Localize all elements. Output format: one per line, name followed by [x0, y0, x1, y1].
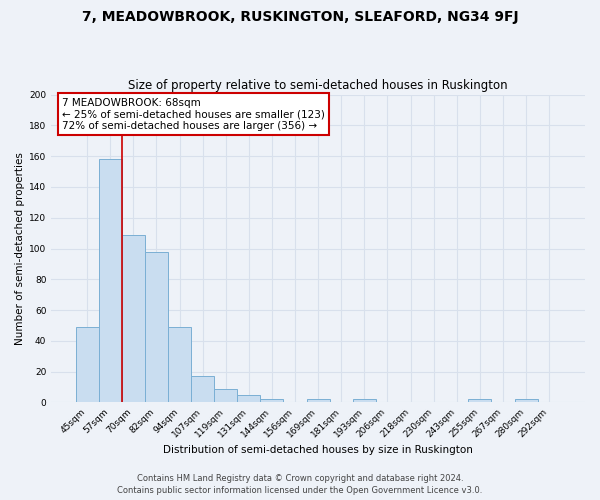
Text: Contains HM Land Registry data © Crown copyright and database right 2024.
Contai: Contains HM Land Registry data © Crown c… — [118, 474, 482, 495]
Bar — [76, 327, 98, 402]
Text: 7, MEADOWBROOK, RUSKINGTON, SLEAFORD, NG34 9FJ: 7, MEADOWBROOK, RUSKINGTON, SLEAFORD, NG… — [82, 10, 518, 24]
Bar — [191, 376, 214, 402]
Bar — [307, 400, 329, 402]
Text: 7 MEADOWBROOK: 68sqm
← 25% of semi-detached houses are smaller (123)
72% of semi: 7 MEADOWBROOK: 68sqm ← 25% of semi-detac… — [62, 98, 325, 131]
Bar — [260, 400, 283, 402]
Bar — [122, 234, 145, 402]
Bar — [214, 388, 237, 402]
Bar — [168, 327, 191, 402]
Bar — [98, 159, 122, 402]
Title: Size of property relative to semi-detached houses in Ruskington: Size of property relative to semi-detach… — [128, 79, 508, 92]
X-axis label: Distribution of semi-detached houses by size in Ruskington: Distribution of semi-detached houses by … — [163, 445, 473, 455]
Bar — [469, 400, 491, 402]
Bar — [145, 252, 168, 402]
Y-axis label: Number of semi-detached properties: Number of semi-detached properties — [15, 152, 25, 345]
Bar — [237, 395, 260, 402]
Bar — [515, 400, 538, 402]
Bar — [353, 400, 376, 402]
